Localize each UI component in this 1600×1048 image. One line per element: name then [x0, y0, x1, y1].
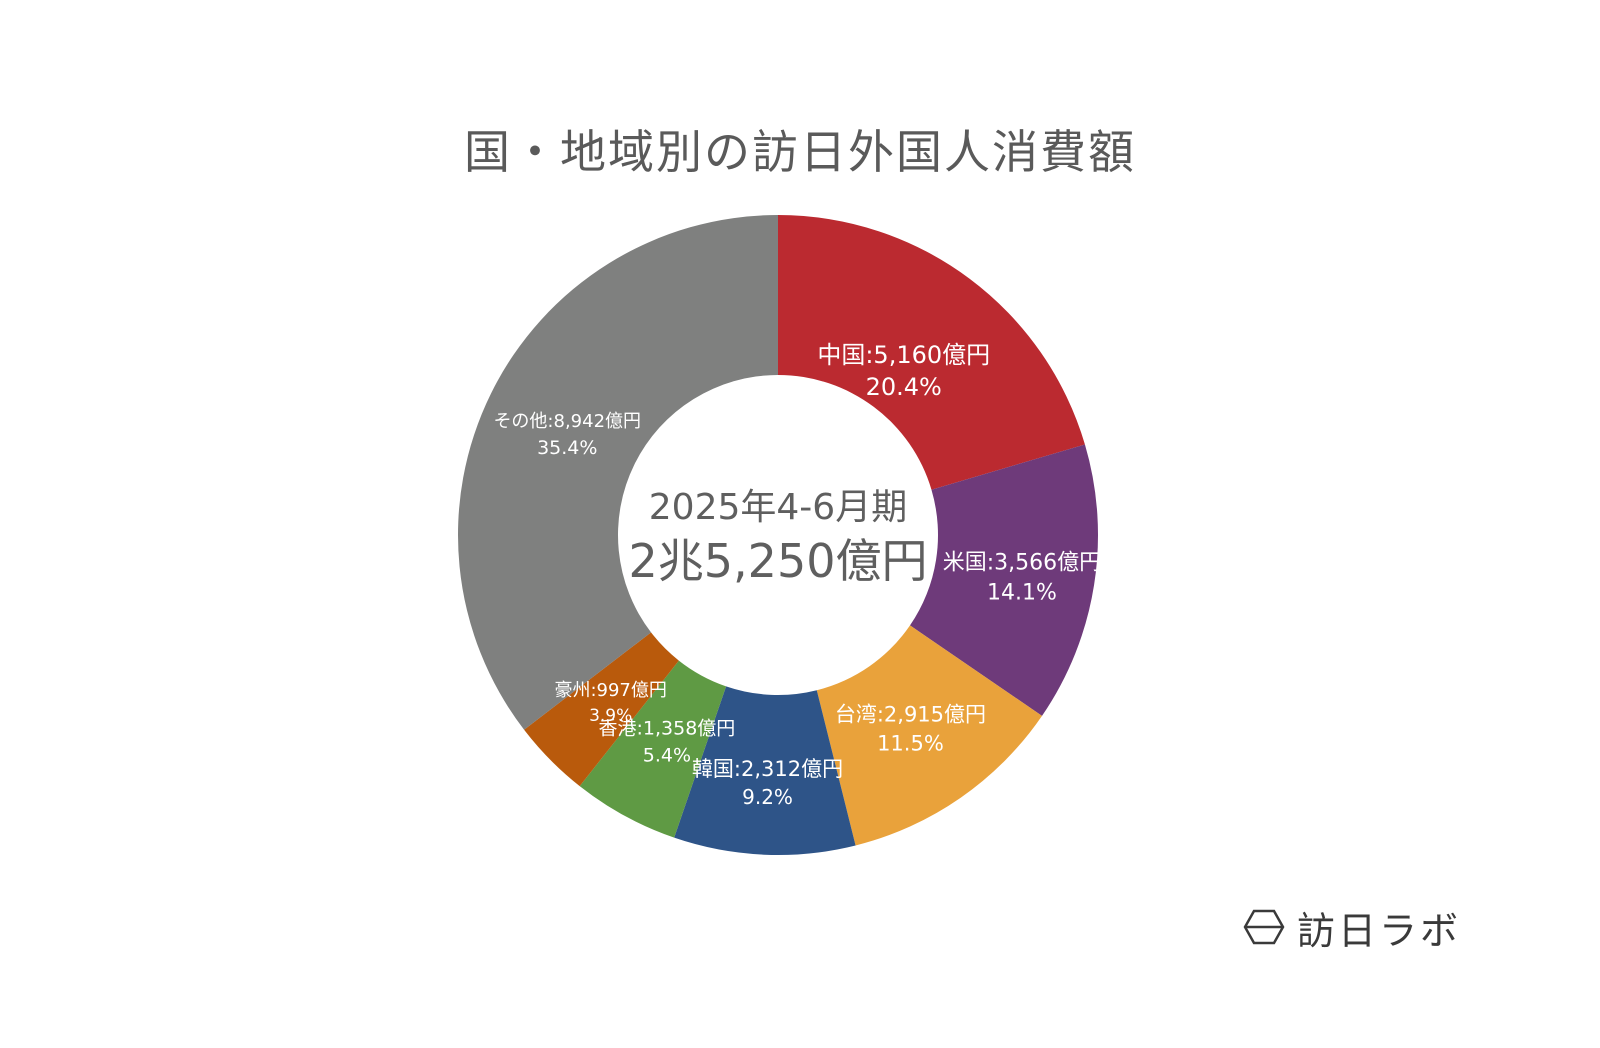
slice-percent-label: 3.9%	[589, 706, 632, 726]
slice-percent-label: 35.4%	[537, 437, 597, 459]
slice-percent-label: 11.5%	[877, 731, 944, 755]
slice-value-label: 米国:3,566億円	[943, 551, 1101, 576]
donut-slice-米国	[910, 444, 1098, 716]
brand-logo: 訪日ラボ	[1243, 902, 1462, 953]
center-total-label: 2兆5,250億円	[629, 534, 928, 588]
slice-value-label: 豪州:997億円	[554, 680, 666, 701]
slice-percent-label: 14.1%	[987, 581, 1057, 606]
hexagon-logo-icon	[1243, 909, 1285, 945]
donut-slice-香港	[579, 660, 727, 838]
slice-value-label: その他:8,942億円	[493, 411, 641, 432]
chart-title: 国・地域別の訪日外国人消費額	[464, 125, 1136, 179]
donut-slice-豪州	[524, 632, 679, 787]
donut-slice-韓国	[674, 686, 856, 855]
slice-value-label: 中国:5,160億円	[817, 341, 990, 369]
center-period-label: 2025年4-6月期	[649, 487, 907, 528]
donut-slices	[457, 215, 1098, 855]
donut-slice-labels: 中国:5,160億円 20.4% 米国:3,566億円 14.1% 台湾:2,915億円…	[493, 341, 1101, 809]
donut-slice-中国	[778, 215, 1085, 490]
slice-value-label: 台湾:2,915億円	[835, 702, 986, 726]
donut-slice-その他	[457, 215, 778, 730]
slice-value-label: 香港:1,358億円	[598, 718, 735, 740]
slice-value-label: 韓国:2,312億円	[692, 757, 843, 781]
donut-slice-台湾	[816, 625, 1043, 846]
slice-percent-label: 5.4%	[643, 745, 691, 767]
slice-percent-label: 9.2%	[742, 785, 793, 809]
brand-name: 訪日ラボ	[1297, 908, 1462, 953]
slice-percent-label: 20.4%	[866, 373, 942, 401]
